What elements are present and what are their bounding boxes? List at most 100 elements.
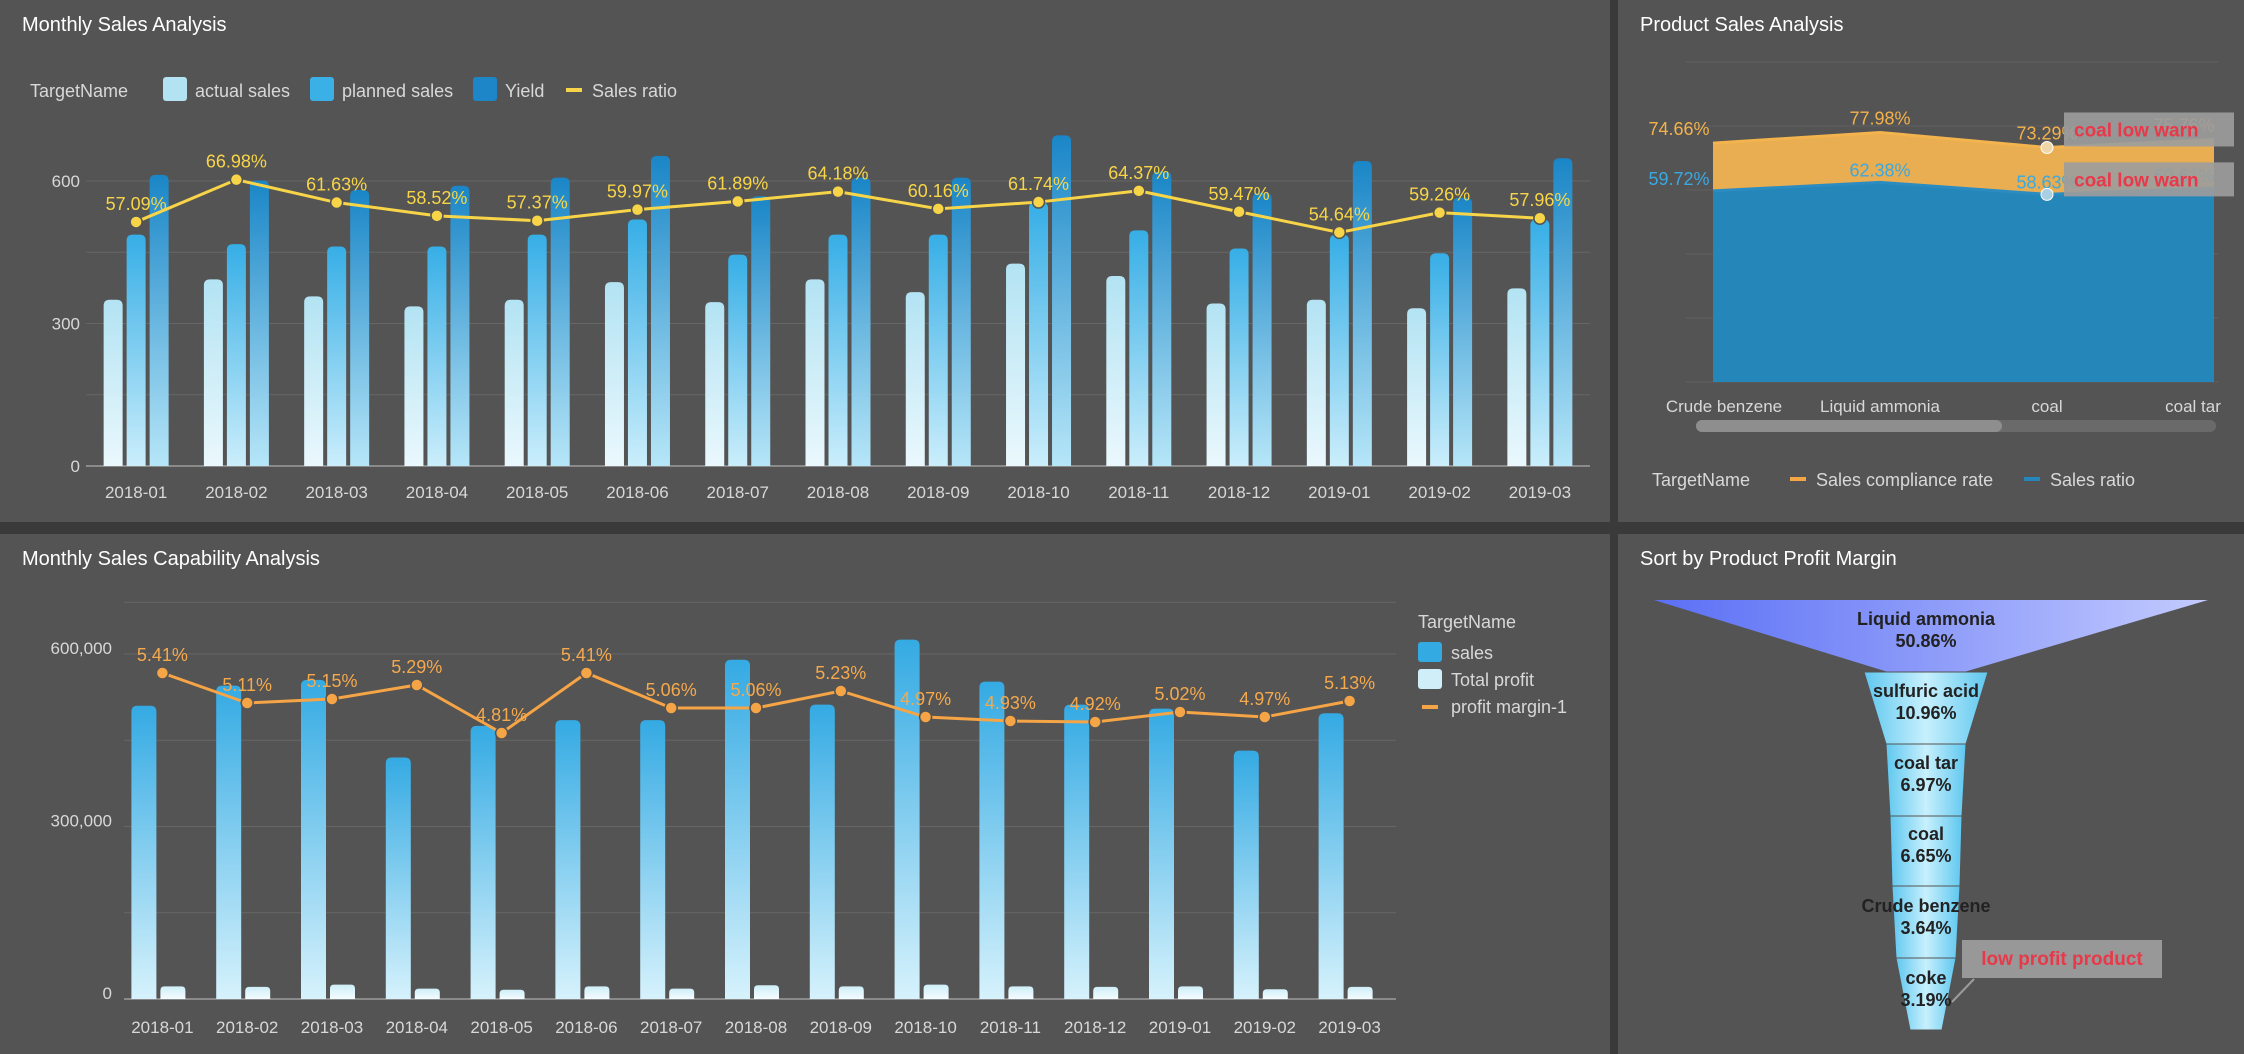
profit-margin-label: 5.15% [306, 671, 357, 691]
annotation-pointer [1951, 978, 1975, 1003]
x-tick-label: 2019-02 [1408, 483, 1470, 502]
sales-ratio-point [1432, 205, 1447, 220]
x-tick-label: 2018-01 [131, 1018, 193, 1037]
bar-yield [1453, 197, 1473, 466]
x-tick-label: 2018-11 [980, 1018, 1041, 1037]
bar-planned-sales [1329, 234, 1349, 466]
product-sales-chart: 74.66%59.72%77.98%62.38%73.29%58.63%75.7… [1648, 61, 2234, 490]
x-tick-label: 2018-03 [305, 483, 367, 502]
bar-sales [979, 681, 1005, 999]
sales-ratio-point [1132, 184, 1146, 198]
x-tick-label: 2018-12 [1064, 1018, 1126, 1037]
funnel-item-value: 3.19% [1900, 990, 1951, 1010]
bar-sales [555, 720, 581, 999]
bar-sales [1233, 750, 1259, 999]
sales-ratio-point [730, 194, 745, 209]
bar-actual-sales [504, 299, 524, 466]
bar-yield [350, 190, 370, 466]
profit-margin-title: Sort by Product Profit Margin [1640, 548, 1897, 570]
bar-yield [1252, 192, 1272, 466]
profit-margin-label: 5.13% [1324, 673, 1375, 693]
profit-margin-point [494, 726, 509, 740]
bar-planned-sales [427, 246, 447, 466]
sales-ratio-point [430, 209, 444, 223]
bar-yield [1352, 161, 1372, 467]
profit-margin-label: 5.41% [137, 645, 188, 665]
x-tick-label: 2019-03 [1509, 483, 1571, 502]
x-tick-label: 2018-05 [470, 1018, 532, 1037]
profit-margin-label: 5.11% [222, 675, 272, 695]
x-tick-label: 2018-05 [506, 483, 568, 502]
bar-total-profit [414, 988, 440, 999]
y-tick-label: 300,000 [51, 812, 112, 831]
x-tick-label: 2019-01 [1308, 483, 1370, 502]
warning-box [2064, 162, 2234, 197]
sales-ratio-point [1031, 195, 1046, 209]
bar-total-profit [245, 986, 271, 999]
profit-margin-label: 5.23% [815, 663, 866, 683]
bar-total-profit [754, 985, 779, 999]
bar-actual-sales [705, 302, 725, 466]
profit-margin-label: 5.06% [646, 680, 697, 700]
bar-sales [1149, 708, 1174, 999]
bar-total-profit [584, 986, 610, 999]
ratio-label: 58.63% [2016, 172, 2077, 192]
profit-margin-point [1088, 715, 1102, 729]
warning-text: coal low warn [2074, 170, 2199, 191]
bar-planned-sales [1129, 230, 1149, 466]
profit-margin-point [749, 701, 763, 715]
sales-ratio-label: 59.47% [1209, 184, 1270, 204]
bar-actual-sales [203, 279, 223, 466]
annotation-box [1962, 940, 2162, 978]
legend-yield-swatch [473, 77, 497, 101]
bar-yield [951, 177, 971, 467]
profit-margin-point [1258, 710, 1272, 724]
x-tick-label: 2018-07 [640, 1018, 702, 1037]
bar-yield [249, 180, 269, 466]
legend-title: TargetName [1652, 470, 1750, 490]
product-sales-panel: Product Sales Analysis 74.66% 59.72% 77.98… [1618, 0, 2244, 522]
bar-total-profit [160, 986, 186, 999]
ratio-label: 59.72% [1648, 169, 1709, 189]
bar-sales [1318, 713, 1344, 999]
y-tick-label: 0 [103, 984, 112, 1003]
bar-yield [550, 177, 570, 467]
funnel-item-name: sulfuric acid [1873, 681, 1979, 701]
bar-sales [216, 685, 242, 999]
monthly-sales-chart: 0 300 600 TargetName actual sales planned sal… [30, 77, 1590, 502]
profit-margin-label: 4.93% [985, 693, 1036, 713]
sales-ratio-label: 57.37% [507, 193, 568, 213]
legend-title: TargetName [1418, 612, 1516, 632]
x-tick-label: 2018-01 [105, 483, 167, 502]
sales-ratio-label: 60.16% [908, 181, 969, 201]
bar-planned-sales [327, 246, 347, 466]
monthly-sales-title: Monthly Sales Analysis [22, 14, 227, 36]
x-tick-label: 2018-03 [301, 1018, 363, 1037]
x-tick-label: 2018-08 [807, 483, 869, 502]
legend-sales-swatch [1418, 642, 1442, 662]
x-tick-label: Crude benzene [1666, 397, 1782, 416]
ratio-label: 62.38% [1849, 160, 1910, 180]
legend-sales: sales [1451, 643, 1493, 663]
legend-planned-sales: planned sales [342, 81, 453, 101]
x-tick-label: 2018-10 [1007, 483, 1069, 502]
bar-total-profit [923, 984, 949, 999]
sales-ratio-label: 59.26% [1409, 185, 1470, 205]
bar-sales [1064, 704, 1090, 999]
bar-total-profit [669, 988, 695, 999]
bar-sales [809, 704, 835, 999]
profit-margin-point [410, 678, 424, 692]
bar-yield [650, 155, 670, 466]
profit-margin-label: 5.06% [730, 680, 781, 700]
funnel-item-value: 10.96% [1895, 703, 1956, 723]
bar-total-profit [838, 986, 864, 999]
legend-title: TargetName [30, 81, 128, 101]
sales-ratio-point [1533, 211, 1547, 225]
bar-sales [131, 705, 157, 999]
sales-ratio-point [329, 195, 344, 210]
bar-yield [149, 174, 169, 466]
profit-margin-label: 5.29% [391, 657, 442, 677]
y-tick-label: 600 [52, 172, 80, 191]
profit-margin-label: 4.92% [1070, 694, 1121, 714]
sales-ratio-point [129, 215, 143, 229]
